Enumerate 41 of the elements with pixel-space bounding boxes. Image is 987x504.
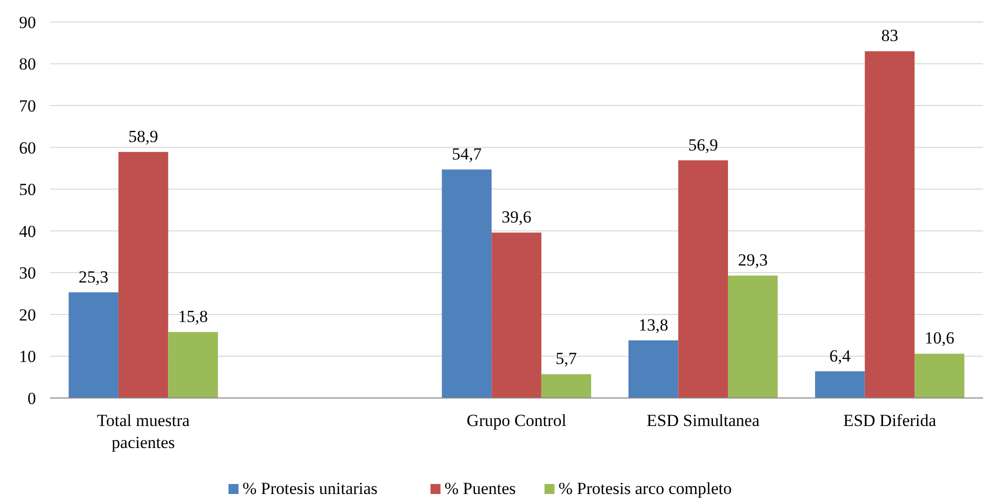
y-tick-label: 40 xyxy=(19,222,36,241)
y-tick-label: 10 xyxy=(19,347,36,366)
y-tick-label: 60 xyxy=(19,138,36,158)
data-label: 15,8 xyxy=(178,306,208,326)
x-tick-label: Total muestra pacientes xyxy=(96,411,190,452)
y-tick-label: 90 xyxy=(19,12,36,32)
bar xyxy=(541,374,592,398)
data-label: 58,9 xyxy=(128,126,158,146)
data-label: 13,8 xyxy=(638,315,668,334)
data-label: 29,3 xyxy=(738,250,768,270)
bar xyxy=(168,332,218,398)
data-label: 54,7 xyxy=(452,144,482,164)
data-label: 83 xyxy=(881,26,898,46)
data-label: 25,3 xyxy=(78,267,108,286)
y-tick-label: 20 xyxy=(19,305,36,324)
bar xyxy=(914,354,964,398)
bar xyxy=(678,160,728,398)
bar xyxy=(68,292,118,398)
y-tick-label: 80 xyxy=(19,54,36,74)
bar xyxy=(864,51,915,398)
x-tick-label: ESD Diferida xyxy=(843,411,937,430)
legend-label: % Protesis unitarias xyxy=(242,479,378,498)
y-tick-label: 70 xyxy=(19,96,36,116)
data-label: 10,6 xyxy=(924,328,954,348)
bar xyxy=(815,371,865,398)
data-label: 6,4 xyxy=(829,346,852,366)
x-tick-label: Grupo Control xyxy=(466,411,567,430)
data-label: 5,7 xyxy=(556,349,578,368)
bar xyxy=(442,169,492,398)
bar xyxy=(728,276,778,398)
data-label: 56,9 xyxy=(688,135,718,154)
bar xyxy=(628,340,678,398)
bar xyxy=(492,232,542,398)
data-label: 39,6 xyxy=(502,208,532,227)
y-tick-label: 50 xyxy=(19,180,36,200)
y-tick-label: 0 xyxy=(28,388,36,408)
legend-label: % Puentes xyxy=(444,479,516,498)
x-tick-label: ESD Simultanea xyxy=(646,411,760,430)
legend-label: % Protesis arco completo xyxy=(558,479,732,498)
bar xyxy=(118,152,168,398)
y-tick-label: 30 xyxy=(19,264,36,283)
